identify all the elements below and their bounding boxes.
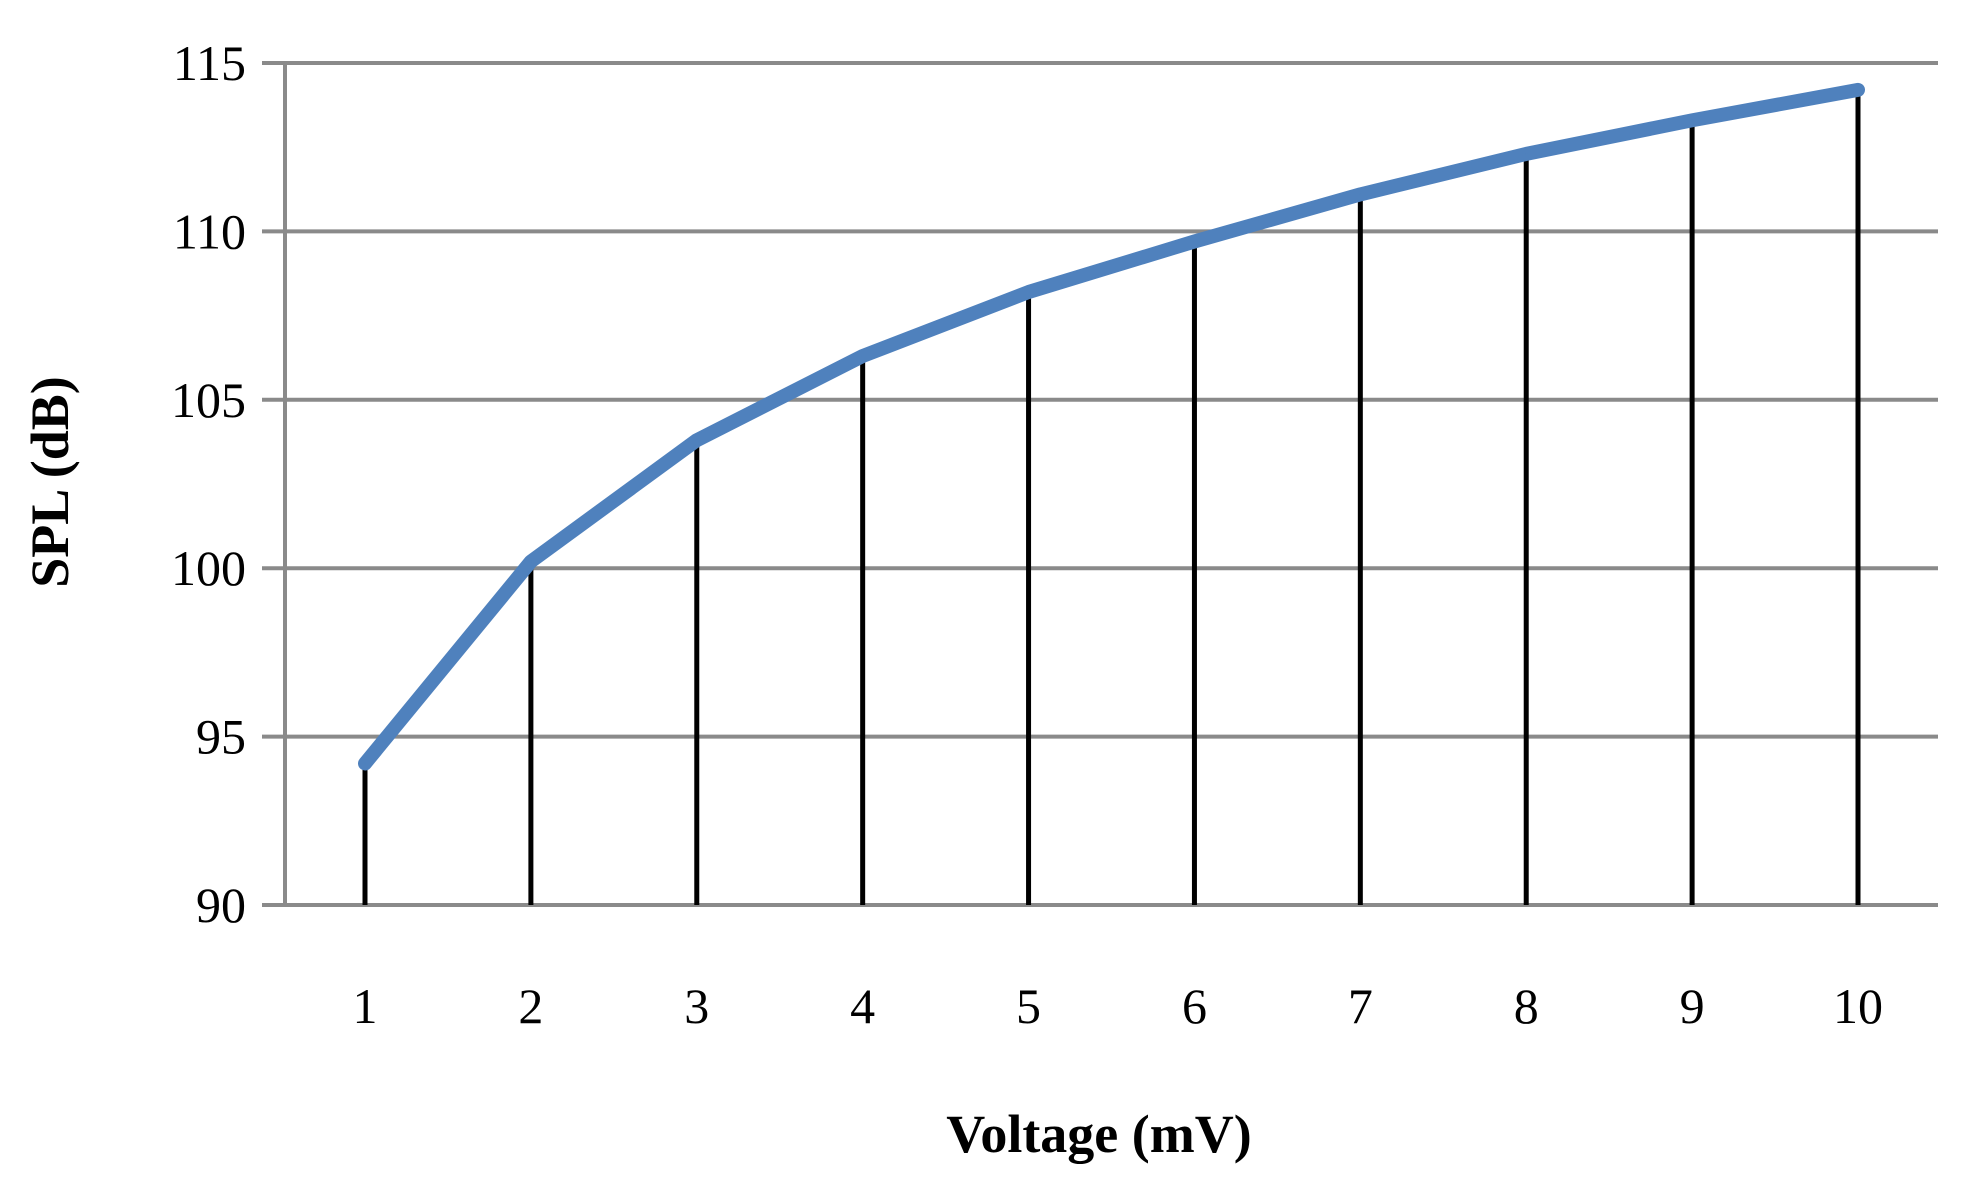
x-tick-label: 4 (850, 978, 875, 1034)
data-point (861, 355, 864, 358)
y-tick-label: 110 (173, 203, 246, 259)
y-tick-label: 95 (196, 709, 246, 765)
y-tick-label: 115 (173, 35, 246, 91)
data-point (1027, 291, 1030, 294)
x-tick-label: 3 (684, 978, 709, 1034)
y-tick-label: 90 (196, 877, 246, 933)
data-point (695, 439, 698, 442)
x-tick-label: 9 (1680, 978, 1705, 1034)
data-point (1359, 193, 1362, 196)
x-axis-tick-labels: 1 2 3 4 5 6 7 8 9 10 (353, 978, 1884, 1034)
y-axis-title: SPL (dB) (20, 376, 80, 588)
data-point (1525, 152, 1528, 155)
y-axis-tick-labels: 90 95 100 105 110 115 (171, 35, 246, 933)
x-tick-label: 10 (1833, 978, 1883, 1034)
data-point (364, 762, 366, 765)
x-tick-label: 1 (353, 978, 378, 1034)
x-tick-label: 7 (1348, 978, 1373, 1034)
series-line (358, 82, 1865, 771)
data-point (1857, 88, 1859, 91)
data-point (1691, 119, 1694, 122)
data-point (529, 560, 532, 563)
y-tick-label: 105 (171, 372, 246, 428)
drop-lines (362, 89, 1861, 905)
series-layer (358, 82, 1865, 771)
x-tick-label: 6 (1182, 978, 1207, 1034)
x-tick-label: 2 (518, 978, 543, 1034)
x-axis-title: Voltage (mV) (946, 1104, 1251, 1164)
gridlines (262, 61, 1938, 907)
x-tick-label: 8 (1514, 978, 1539, 1034)
data-point (1193, 240, 1196, 243)
x-tick-label: 5 (1016, 978, 1041, 1034)
y-tick-label: 100 (171, 540, 246, 596)
